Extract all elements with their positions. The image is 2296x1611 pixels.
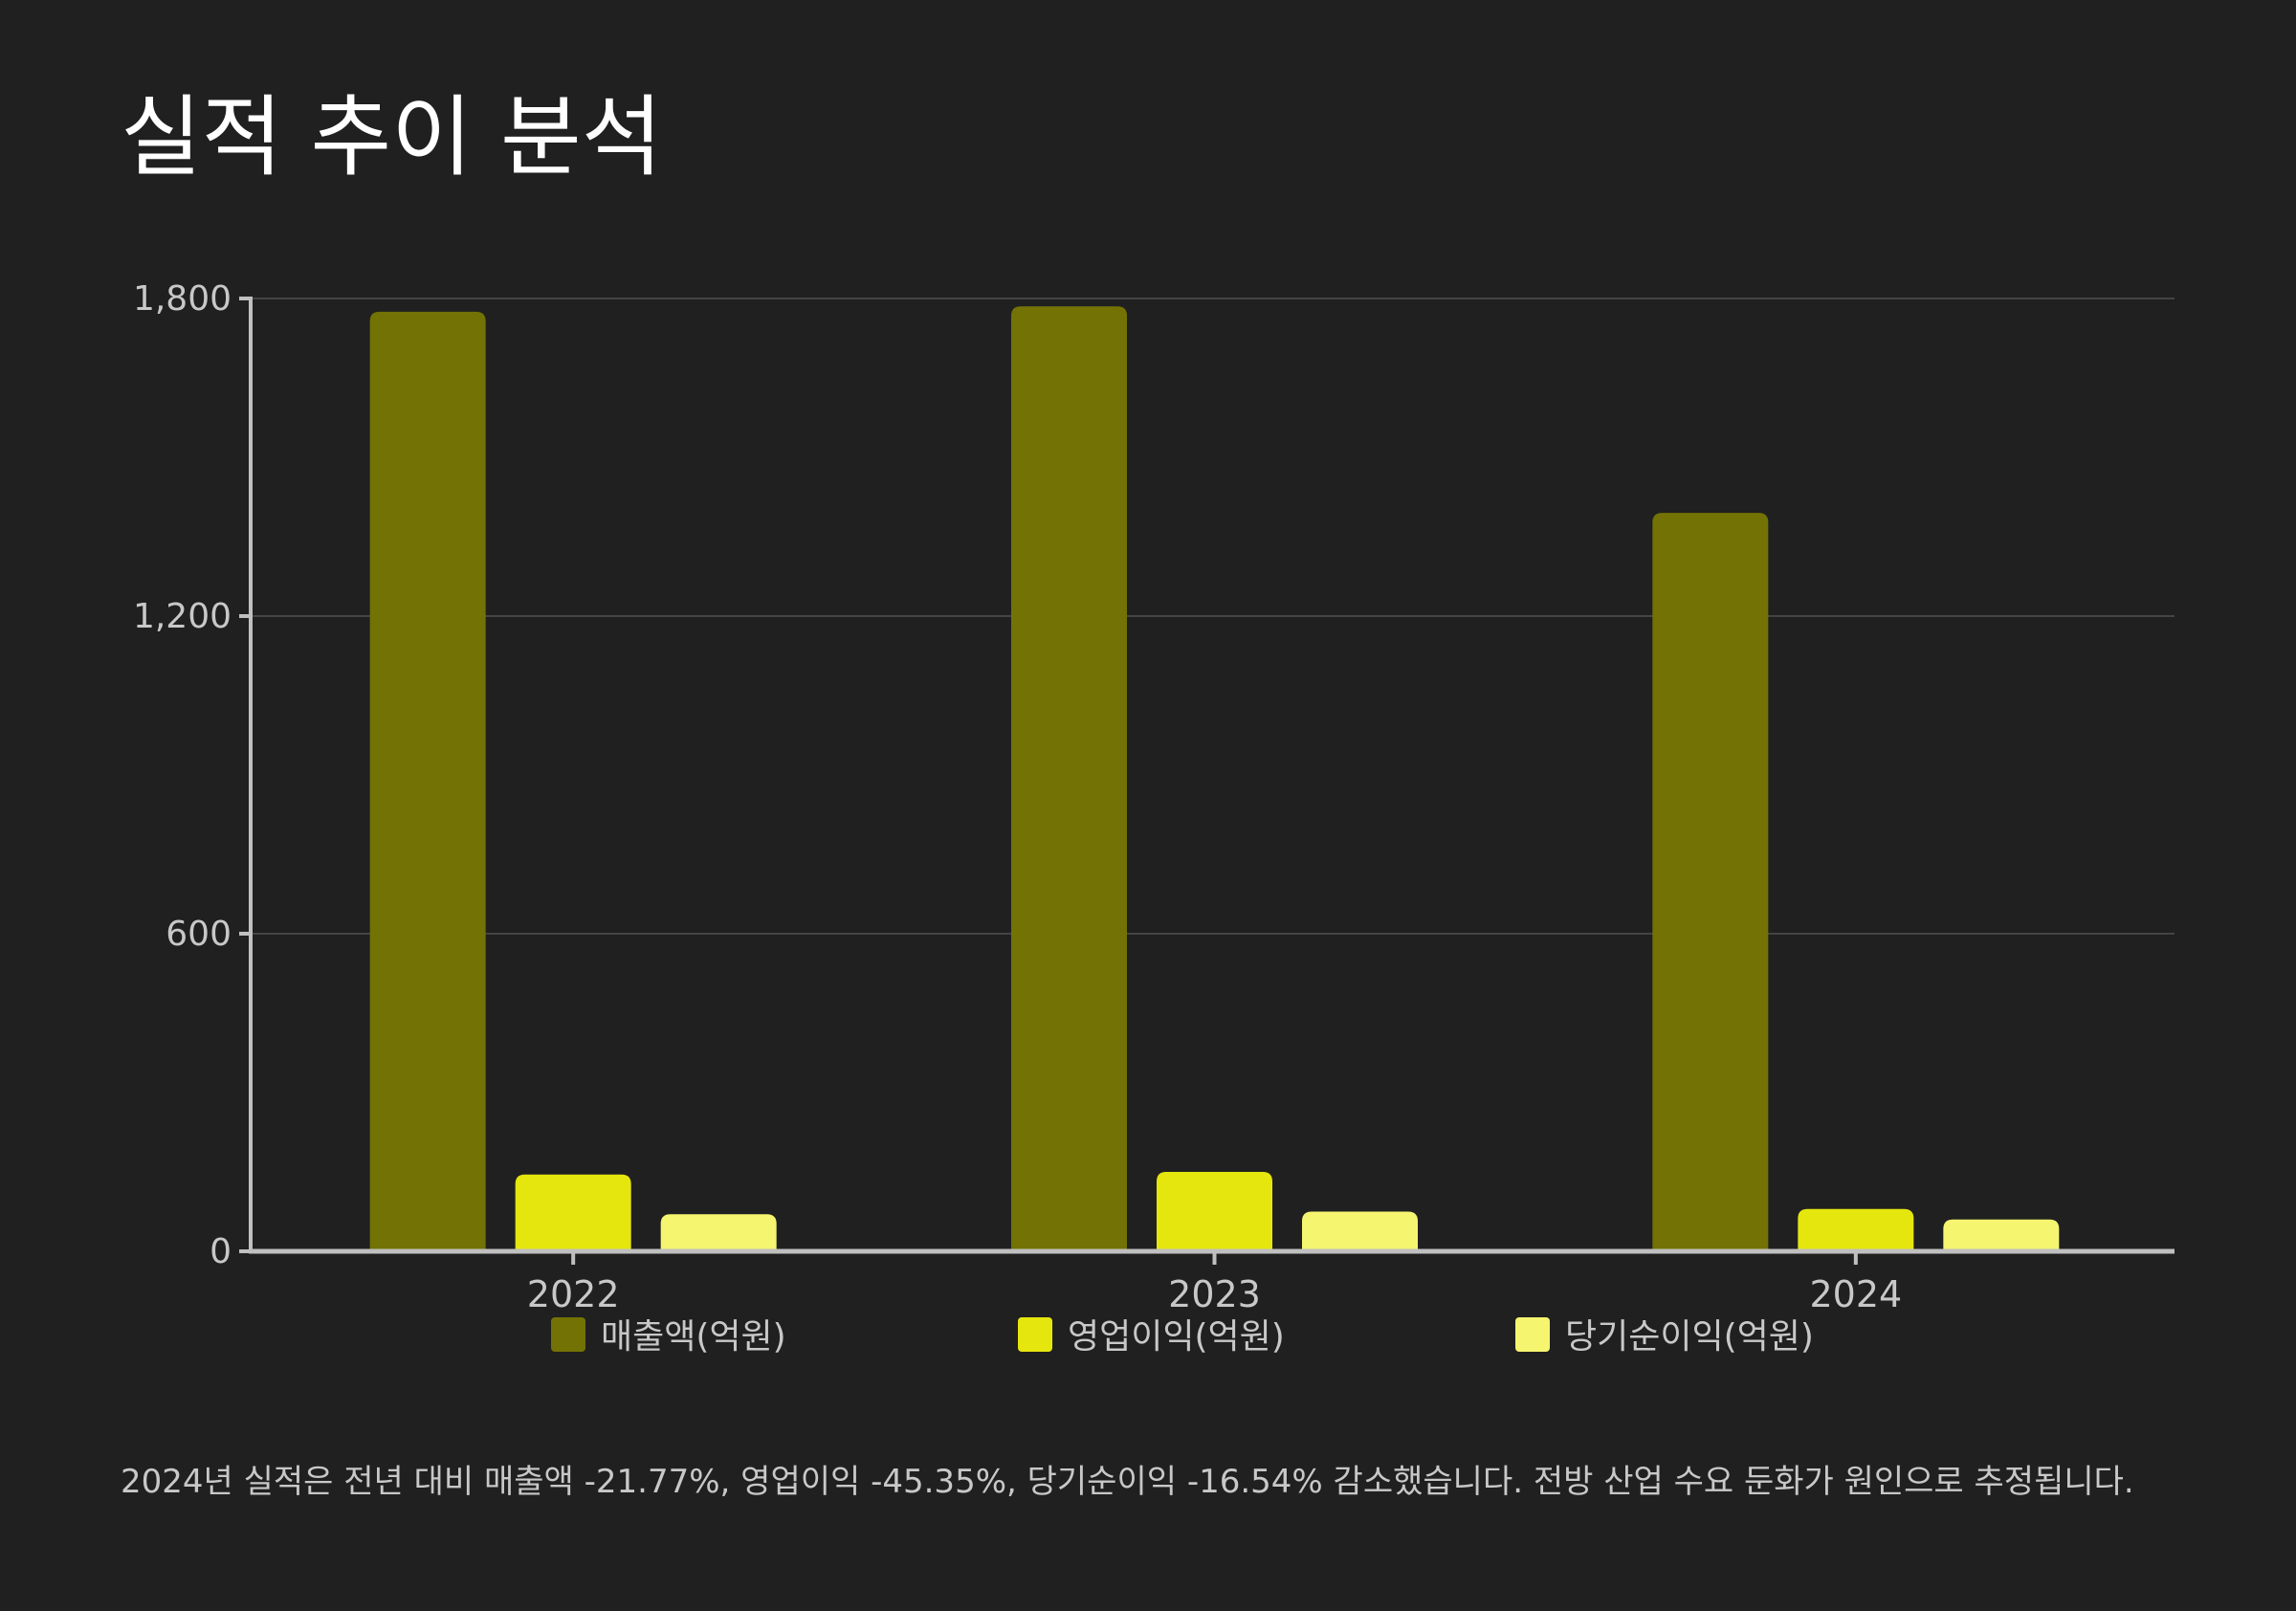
page-title: 실적 추이 분석 (121, 86, 663, 188)
legend-swatch (1515, 1317, 1550, 1352)
legend-label: 당기순이익(억원) (1565, 1317, 1814, 1357)
bar (1157, 1172, 1272, 1251)
bar (1943, 1219, 2060, 1251)
bar (660, 1214, 777, 1251)
chart-caption: 2024년 실적은 전년 대비 매출액 -21.77%, 영업이익 -45.35… (121, 1463, 2134, 1501)
legend-swatch (1018, 1317, 1052, 1352)
bar (1798, 1208, 1914, 1251)
bar (1011, 306, 1127, 1251)
x-tick-label: 2022 (527, 1273, 620, 1315)
legend-swatch (551, 1317, 585, 1352)
x-tick-label: 2023 (1168, 1273, 1261, 1315)
x-tick-label: 2024 (1809, 1273, 1902, 1315)
legend-label: 매출액(억원) (601, 1317, 786, 1357)
bar (369, 311, 486, 1251)
y-tick-label: 0 (210, 1232, 232, 1271)
y-tick-label: 1,200 (133, 597, 232, 636)
y-tick-label: 1,800 (133, 279, 232, 319)
legend-label: 영업이익(억원) (1068, 1317, 1285, 1357)
bar (515, 1174, 631, 1251)
bar (1652, 513, 1769, 1251)
y-tick-label: 600 (166, 915, 232, 954)
bar (1302, 1211, 1418, 1251)
